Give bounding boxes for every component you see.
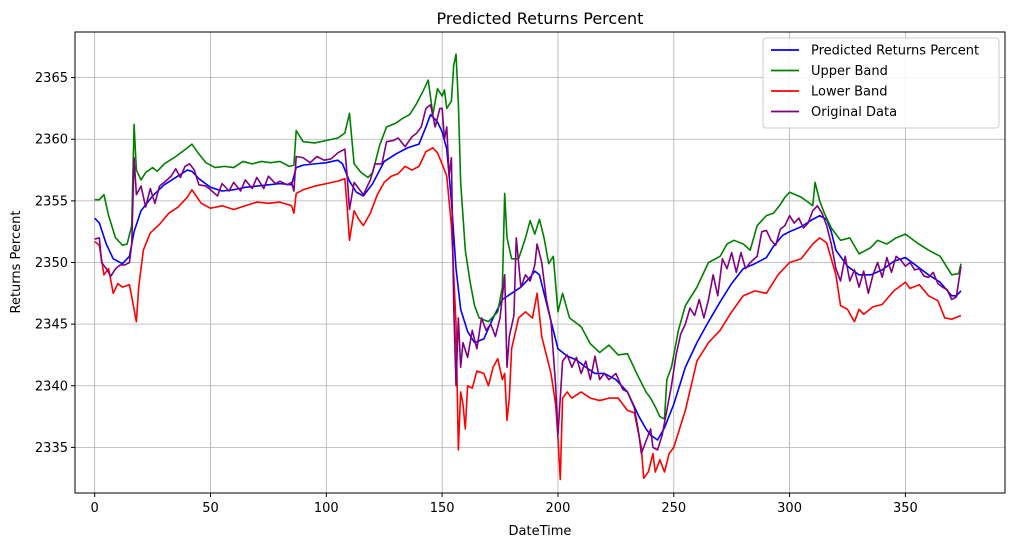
x-tick-label: 150 xyxy=(430,501,455,516)
x-tick-label: 350 xyxy=(893,501,918,516)
legend-box xyxy=(762,37,1000,129)
y-tick-label: 2355 xyxy=(35,194,68,209)
x-tick-label: 0 xyxy=(91,501,99,516)
y-tick-label: 2350 xyxy=(35,256,68,271)
legend-label: Lower Band xyxy=(811,85,887,100)
x-tick-label: 200 xyxy=(546,501,571,516)
y-tick-label: 2360 xyxy=(35,133,68,148)
x-axis-title: DateTime xyxy=(509,524,572,539)
series-line-2 xyxy=(94,147,962,481)
x-tick-label: 50 xyxy=(202,501,219,516)
legend-label: Original Data xyxy=(811,105,897,120)
y-axis: 2335 2340 2345 2350 2355 2360 2365 xyxy=(35,71,75,456)
x-tick-label: 250 xyxy=(661,501,686,516)
series-group xyxy=(94,53,962,481)
y-tick-label: 2335 xyxy=(35,441,68,456)
y-tick-label: 2345 xyxy=(35,318,68,333)
y-axis-title: Returns Percent xyxy=(9,211,24,314)
y-tick-label: 2340 xyxy=(35,379,68,394)
series-line-3 xyxy=(94,103,962,455)
legend: Predicted Returns Percent Upper Band Lower… xyxy=(762,37,1000,129)
legend-label: Upper Band xyxy=(811,64,888,79)
y-tick-label: 2365 xyxy=(35,71,68,86)
x-tick-label: 100 xyxy=(314,501,339,516)
legend-label: Predicted Returns Percent xyxy=(811,44,979,59)
chart-title: Predicted Returns Percent xyxy=(437,9,644,28)
x-tick-label: 300 xyxy=(777,501,802,516)
series-line-1 xyxy=(94,53,962,420)
x-axis: 0 50 100 150 200 250 300 350 xyxy=(91,493,918,516)
